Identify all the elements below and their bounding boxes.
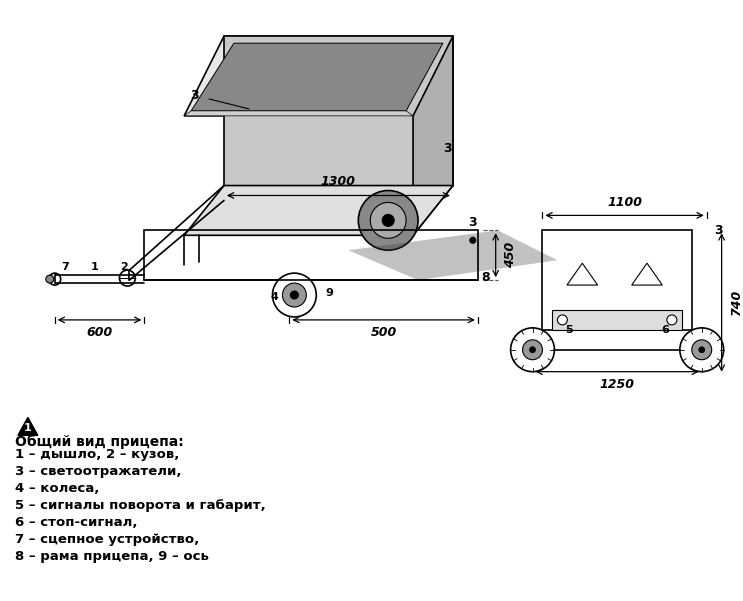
Text: 7 – сцепное устройство,: 7 – сцепное устройство, xyxy=(15,533,199,546)
Circle shape xyxy=(667,315,677,325)
Circle shape xyxy=(692,340,712,360)
Polygon shape xyxy=(413,36,453,236)
Text: 3 – светоотражатели,: 3 – светоотражатели, xyxy=(15,465,181,478)
Text: 3: 3 xyxy=(714,224,723,237)
Text: 1100: 1100 xyxy=(607,197,642,209)
Circle shape xyxy=(522,340,542,360)
Polygon shape xyxy=(184,36,453,116)
Text: 4: 4 xyxy=(270,292,279,302)
Text: 5: 5 xyxy=(565,325,573,335)
Bar xyxy=(542,230,692,330)
Polygon shape xyxy=(18,418,38,435)
Circle shape xyxy=(370,203,406,238)
Circle shape xyxy=(120,270,135,286)
Text: 740: 740 xyxy=(730,289,742,316)
Text: 8 – рама прицепа, 9 – ось: 8 – рама прицепа, 9 – ось xyxy=(15,550,209,563)
Text: 9: 9 xyxy=(325,288,333,298)
Circle shape xyxy=(530,347,536,353)
Text: 3: 3 xyxy=(444,142,452,155)
Circle shape xyxy=(510,328,554,371)
Polygon shape xyxy=(224,36,453,186)
Text: 450: 450 xyxy=(504,242,516,268)
Text: 1: 1 xyxy=(91,262,98,272)
Circle shape xyxy=(273,273,317,317)
Text: 1 – дышло, 2 – кузов,: 1 – дышло, 2 – кузов, xyxy=(15,448,179,462)
Polygon shape xyxy=(348,230,557,280)
Circle shape xyxy=(282,283,306,307)
Circle shape xyxy=(470,237,476,243)
Text: 6: 6 xyxy=(661,325,669,335)
Text: 500: 500 xyxy=(371,326,397,339)
Polygon shape xyxy=(191,43,443,111)
Text: 8: 8 xyxy=(481,270,490,284)
Circle shape xyxy=(358,191,418,250)
Bar xyxy=(553,310,682,330)
Text: Общий вид прицепа:: Общий вид прицепа: xyxy=(15,435,184,449)
Text: 2: 2 xyxy=(120,262,129,272)
Circle shape xyxy=(49,273,61,285)
Text: 4 – колеса,: 4 – колеса, xyxy=(15,482,100,495)
Text: 600: 600 xyxy=(86,326,113,339)
Text: 3: 3 xyxy=(189,90,198,102)
Circle shape xyxy=(291,291,299,299)
Circle shape xyxy=(46,275,53,283)
Text: 6 – стоп-сигнал,: 6 – стоп-сигнал, xyxy=(15,516,137,529)
Text: 7: 7 xyxy=(61,262,68,272)
Circle shape xyxy=(680,328,724,371)
Text: 5 – сигналы поворота и габарит,: 5 – сигналы поворота и габарит, xyxy=(15,499,266,512)
Bar xyxy=(144,230,478,280)
Polygon shape xyxy=(184,111,413,116)
Circle shape xyxy=(698,347,704,353)
Text: 1300: 1300 xyxy=(321,174,356,188)
Text: 1250: 1250 xyxy=(600,377,635,391)
Text: 3: 3 xyxy=(469,216,477,229)
Polygon shape xyxy=(184,186,453,236)
Circle shape xyxy=(382,215,395,227)
Circle shape xyxy=(557,315,568,325)
Text: 1: 1 xyxy=(24,424,32,433)
